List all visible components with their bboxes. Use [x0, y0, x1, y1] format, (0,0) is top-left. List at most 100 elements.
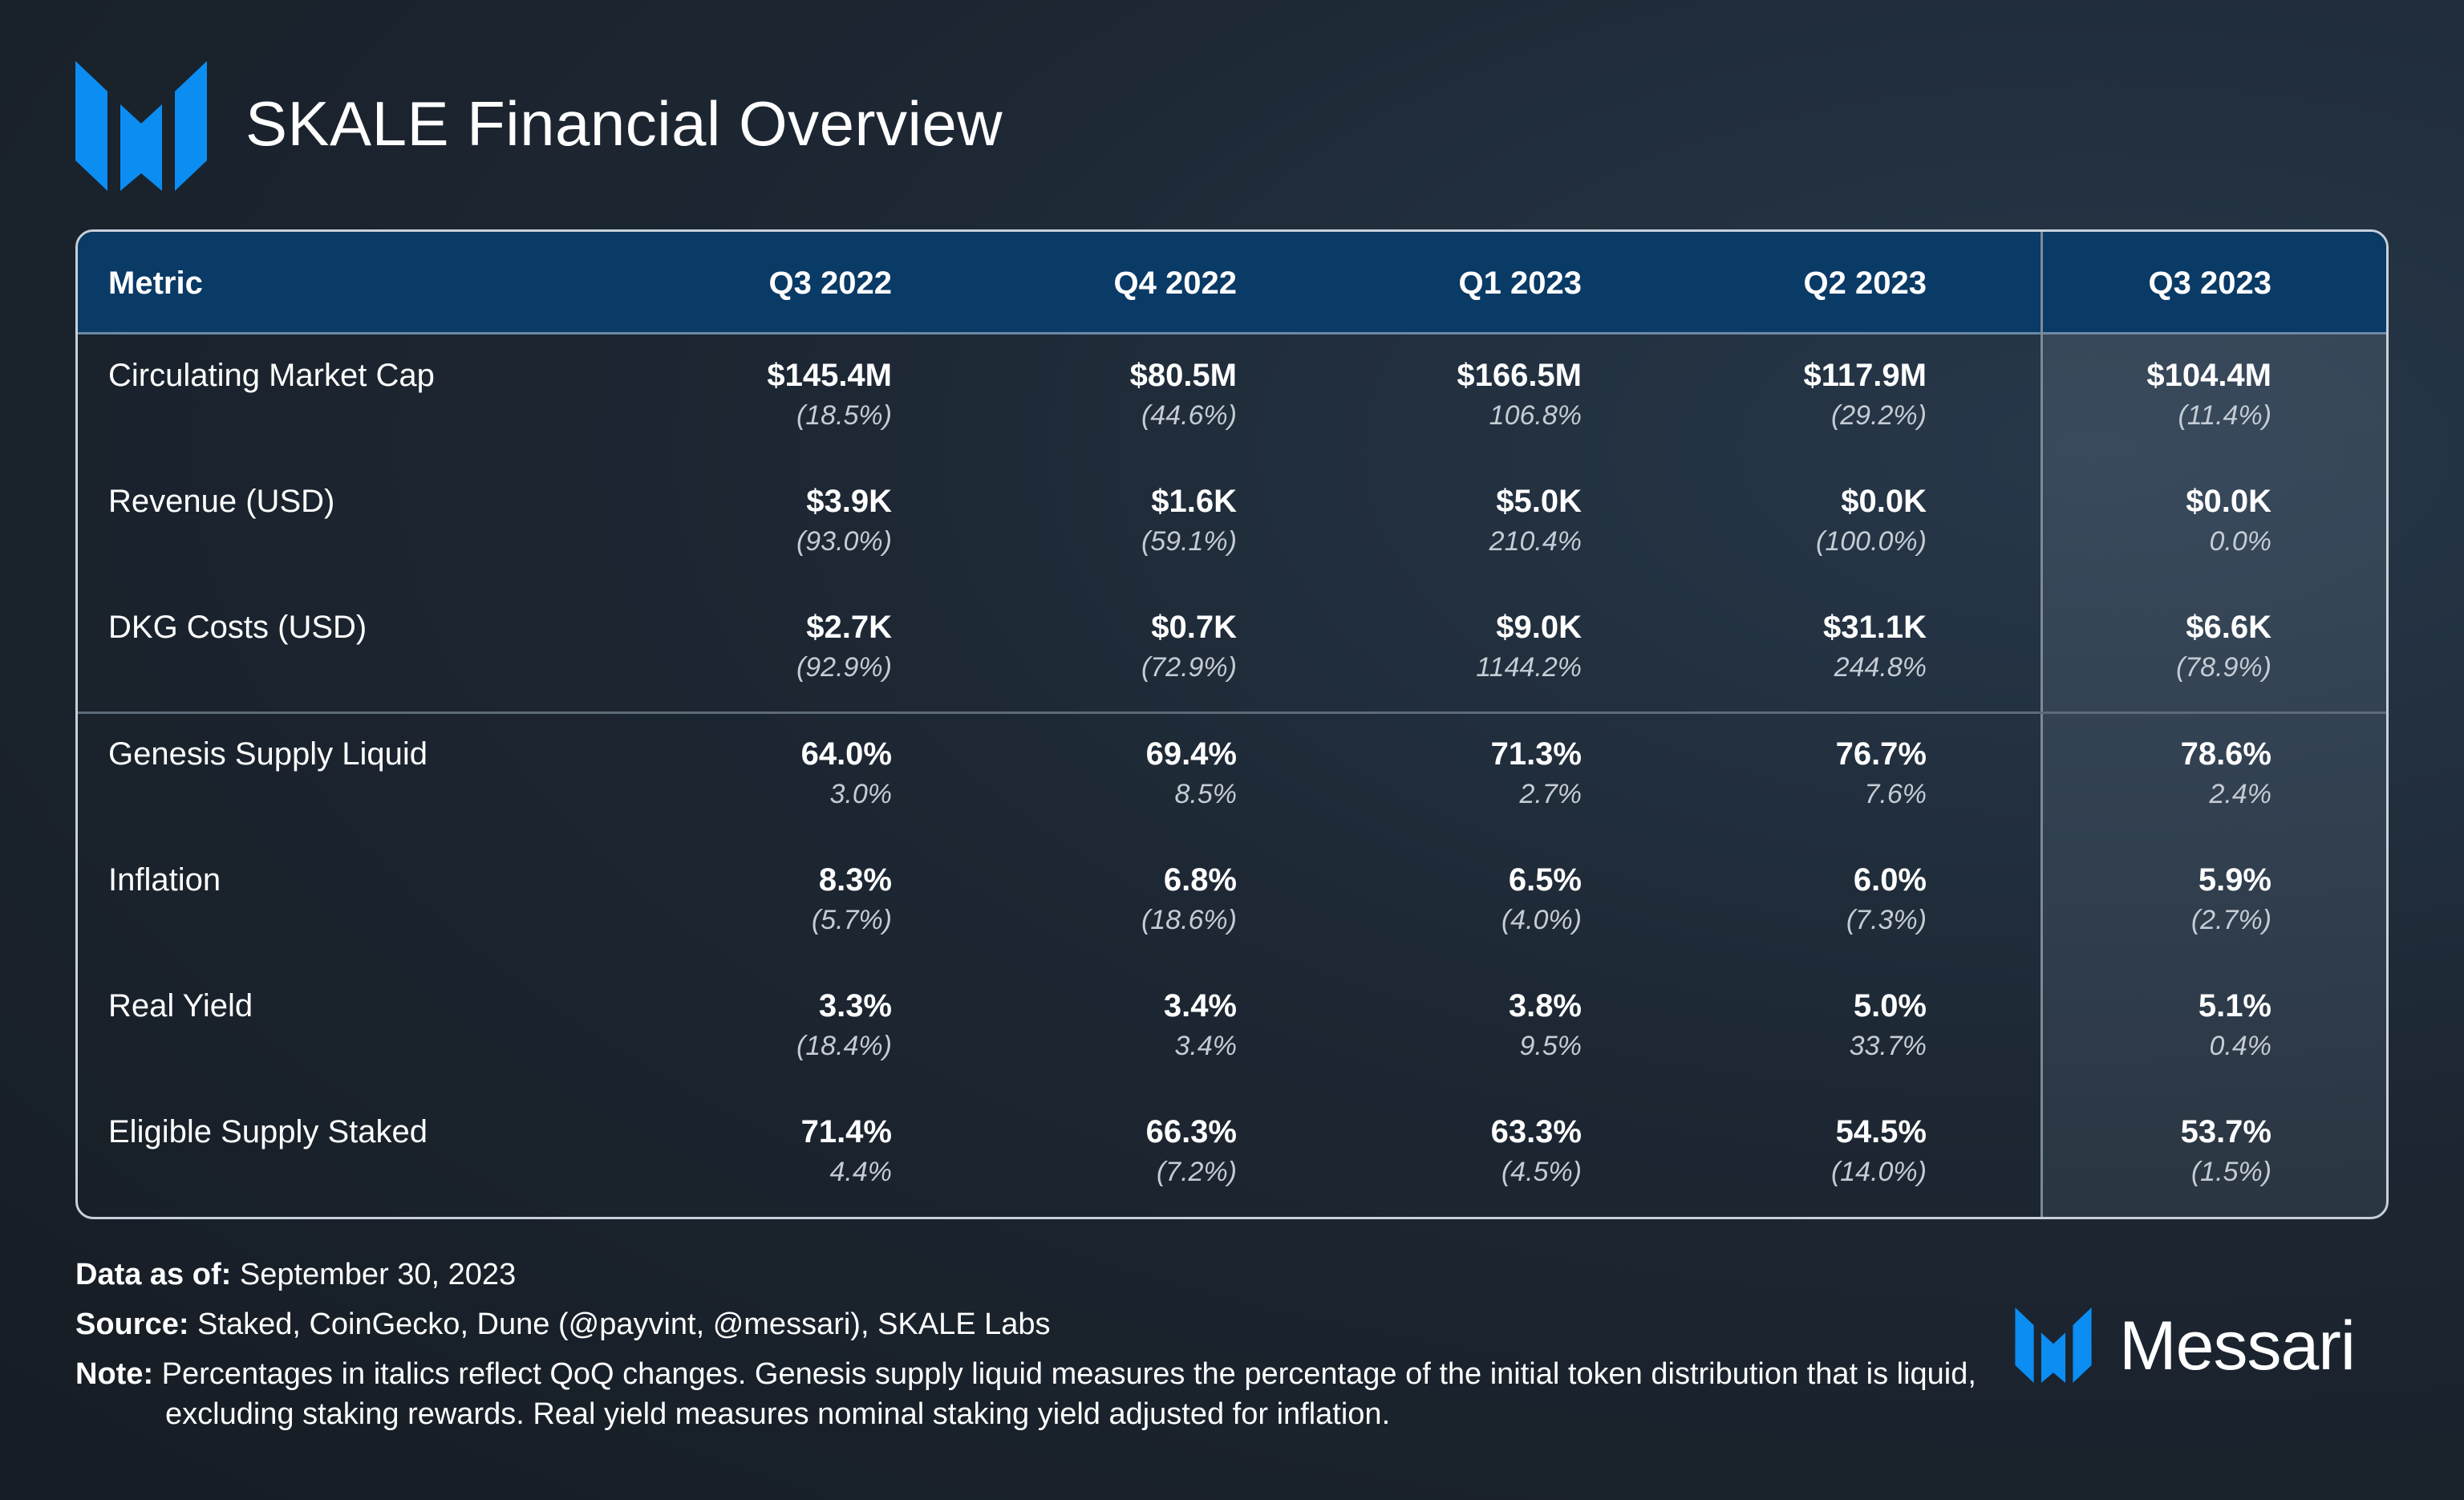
- row-metric-label: DKG Costs (USD): [108, 610, 367, 645]
- data-as-of-label: Data as of:: [75, 1258, 232, 1291]
- cell-qoq-change: (78.9%): [2175, 652, 2272, 683]
- table-row: Genesis Supply Liquid 64.0% 3.0% 69.4% 8.5% 7…: [78, 713, 2386, 839]
- table-cell: 5.9% (2.7%): [1951, 858, 2272, 939]
- table-cell: 63.3% (4.5%): [1261, 1110, 1582, 1190]
- cell-value: $5.0K: [1496, 484, 1582, 519]
- cell-value: $0.7K: [1151, 610, 1237, 645]
- cell-value: 71.3%: [1490, 736, 1582, 772]
- table-row: Real Yield 3.3% (18.4%) 3.4% 3.4% 3.8% 9.5% 5.0…: [78, 965, 2386, 1091]
- cell-qoq-change: (7.2%): [1156, 1157, 1237, 1187]
- cell-value: 8.3%: [818, 862, 892, 898]
- cell-value: 71.4%: [800, 1114, 892, 1149]
- column-separator: [2040, 232, 2043, 1217]
- brand-name: Messari: [2119, 1307, 2356, 1384]
- cell-value: 53.7%: [2180, 1114, 2272, 1149]
- row-metric-label: Genesis Supply Liquid: [108, 736, 428, 772]
- cell-value: 54.5%: [1835, 1114, 1927, 1149]
- cell-value: 5.0%: [1853, 988, 1927, 1024]
- cell-qoq-change: (1.5%): [2190, 1157, 2272, 1187]
- row-metric-label: Revenue (USD): [108, 484, 335, 519]
- cell-value: $3.9K: [806, 484, 892, 519]
- table-cell: 71.4% 4.4%: [571, 1110, 892, 1190]
- cell-qoq-change: (29.2%): [1830, 400, 1927, 431]
- cell-value: $145.4M: [767, 358, 892, 393]
- source-value: Staked, CoinGecko, Dune (@payvint, @mess…: [197, 1307, 1051, 1341]
- table-row: Circulating Market Cap $145.4M (18.5%) $80.…: [78, 334, 2386, 460]
- table-cell: $80.5M (44.6%): [916, 354, 1237, 434]
- table-cell: 6.8% (18.6%): [916, 858, 1237, 939]
- financial-table: Metric Q3 2022 Q4 2022 Q1 2023 Q2 2023 Q…: [75, 229, 2389, 1219]
- cell-qoq-change: (2.7%): [2190, 905, 2272, 935]
- cell-value: $1.6K: [1151, 484, 1237, 519]
- table-cell: $1.6K (59.1%): [916, 480, 1237, 560]
- messari-logo-icon: [2015, 1307, 2092, 1383]
- table-header-row: [78, 232, 2386, 334]
- cell-value: 69.4%: [1145, 736, 1237, 772]
- table-cell: $145.4M (18.5%): [571, 354, 892, 434]
- cell-value: $104.4M: [2146, 358, 2272, 393]
- table-row: Inflation 8.3% (5.7%) 6.8% (18.6%) 6.5% (4.0%)…: [78, 839, 2386, 965]
- cell-qoq-change: 0.0%: [2209, 526, 2272, 557]
- cell-qoq-change: 210.4%: [1489, 526, 1582, 557]
- table-cell: 76.7% 7.6%: [1606, 732, 1927, 813]
- cell-qoq-change: (59.1%): [1141, 526, 1237, 557]
- table-cell: $117.9M (29.2%): [1606, 354, 1927, 434]
- cell-qoq-change: 1144.2%: [1476, 652, 1582, 683]
- table-cell: 3.3% (18.4%): [571, 984, 892, 1064]
- cell-value: 3.3%: [818, 988, 892, 1024]
- cell-value: 64.0%: [800, 736, 892, 772]
- table-cell: $104.4M (11.4%): [1951, 354, 2272, 434]
- cell-qoq-change: (14.0%): [1830, 1157, 1927, 1187]
- note-value: Percentages in italics reflect QoQ chang…: [161, 1357, 1976, 1431]
- table-cell: 8.3% (5.7%): [571, 858, 892, 939]
- table-cell: 54.5% (14.0%): [1606, 1110, 1927, 1190]
- messari-logo-icon: [75, 61, 207, 191]
- cell-qoq-change: (18.5%): [796, 400, 892, 431]
- column-header-q2-2023: Q2 2023: [1803, 266, 1927, 301]
- cell-value: $2.7K: [806, 610, 892, 645]
- table-cell: 6.0% (7.3%): [1606, 858, 1927, 939]
- highlighted-column-background: [2043, 334, 2386, 1217]
- cell-value: $0.0K: [2186, 484, 2272, 519]
- cell-qoq-change: (5.7%): [811, 905, 892, 935]
- row-metric-label: Circulating Market Cap: [108, 358, 435, 393]
- source-label: Source:: [75, 1307, 189, 1341]
- cell-value: 6.0%: [1853, 862, 1927, 898]
- cell-qoq-change: (44.6%): [1141, 400, 1237, 431]
- cell-value: 5.1%: [2198, 988, 2272, 1024]
- source-line: Source: Staked, CoinGecko, Dune (@payvin…: [75, 1304, 2016, 1344]
- cell-qoq-change: (11.4%): [2178, 400, 2272, 431]
- cell-qoq-change: (18.6%): [1141, 905, 1237, 935]
- table-row: Revenue (USD) $3.9K (93.0%) $1.6K (59.1%) $5.…: [78, 460, 2386, 586]
- cell-qoq-change: (72.9%): [1141, 652, 1237, 683]
- cell-value: 3.4%: [1163, 988, 1237, 1024]
- table-cell: 78.6% 2.4%: [1951, 732, 2272, 813]
- column-header-q4-2022: Q4 2022: [1113, 266, 1237, 301]
- table-cell: 64.0% 3.0%: [571, 732, 892, 813]
- table-cell: 53.7% (1.5%): [1951, 1110, 2272, 1190]
- note-line: Note: Percentages in italics reflect QoQ…: [75, 1354, 2016, 1434]
- cell-value: $80.5M: [1129, 358, 1237, 393]
- cell-value: $0.0K: [1841, 484, 1927, 519]
- table-cell: 5.1% 0.4%: [1951, 984, 2272, 1064]
- cell-value: 78.6%: [2180, 736, 2272, 772]
- cell-qoq-change: 3.4%: [1174, 1031, 1238, 1061]
- table-cell: 69.4% 8.5%: [916, 732, 1237, 813]
- table-cell: 5.0% 33.7%: [1606, 984, 1927, 1064]
- cell-value: 66.3%: [1145, 1114, 1237, 1149]
- data-as-of-value: September 30, 2023: [239, 1258, 517, 1291]
- table-cell: $0.0K 0.0%: [1951, 480, 2272, 560]
- table-cell: $5.0K 210.4%: [1261, 480, 1582, 560]
- cell-qoq-change: 33.7%: [1849, 1031, 1927, 1061]
- row-metric-label: Eligible Supply Staked: [108, 1114, 428, 1149]
- table-row: Eligible Supply Staked 71.4% 4.4% 66.3% (7.2…: [78, 1091, 2386, 1217]
- note-label: Note:: [75, 1357, 154, 1391]
- cell-value: $166.5M: [1457, 358, 1582, 393]
- page-title: SKALE Financial Overview: [245, 88, 1003, 159]
- cell-qoq-change: 8.5%: [1174, 779, 1238, 809]
- cell-qoq-change: 244.8%: [1834, 652, 1927, 683]
- data-as-of-line: Data as of: September 30, 2023: [75, 1255, 2016, 1295]
- cell-value: 6.8%: [1163, 862, 1237, 898]
- table-cell: $166.5M 106.8%: [1261, 354, 1582, 434]
- cell-qoq-change: (92.9%): [796, 652, 892, 683]
